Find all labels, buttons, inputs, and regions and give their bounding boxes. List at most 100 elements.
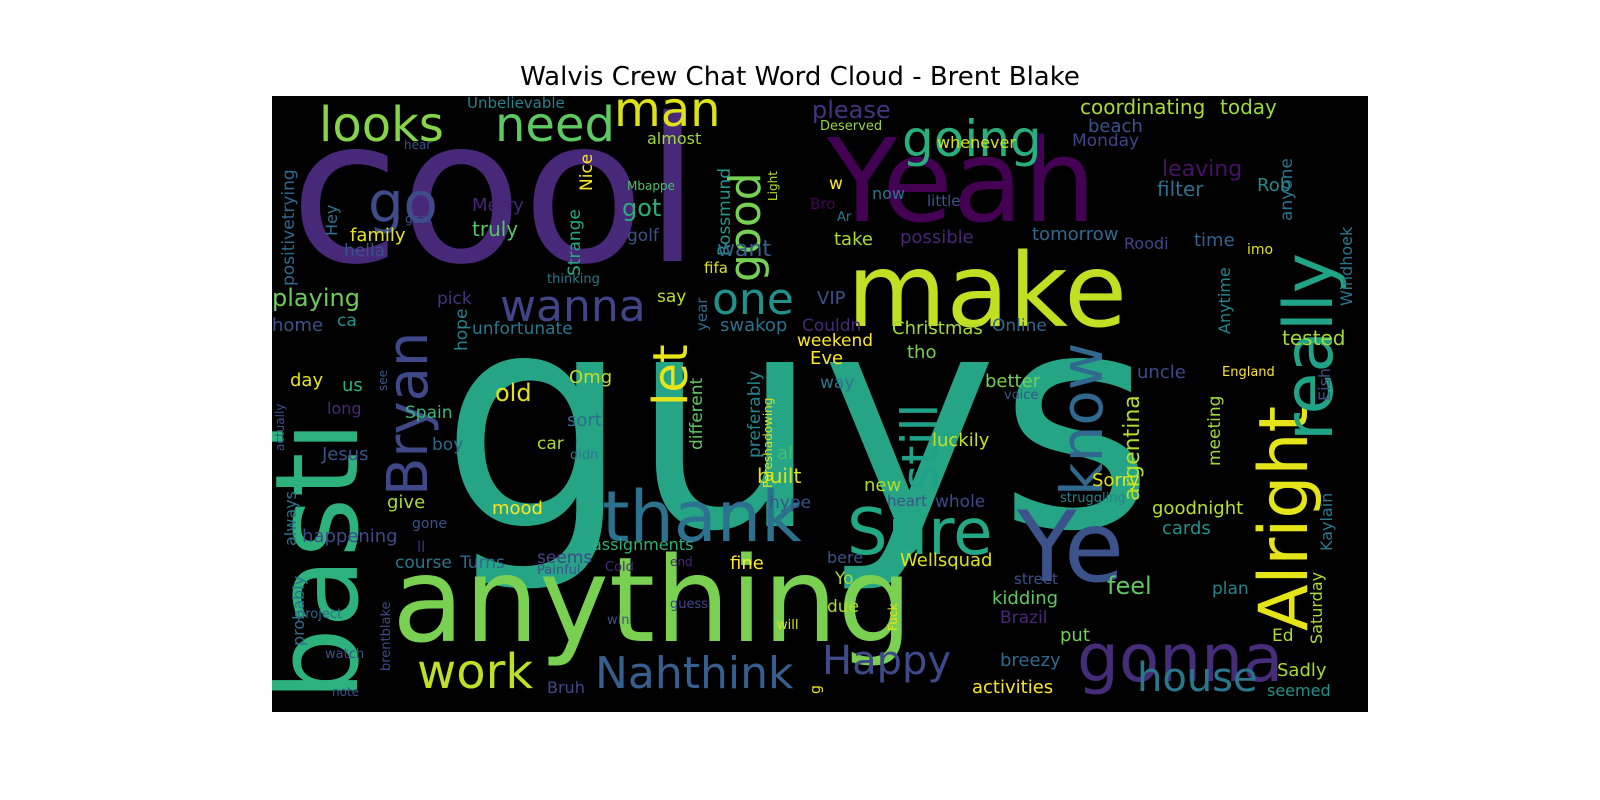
- cloud-word-unbelievable: Unbelievable: [467, 96, 565, 112]
- cloud-word-hella: hella: [344, 241, 385, 261]
- cloud-word-please: please: [812, 96, 891, 124]
- cloud-word-built: built: [757, 464, 801, 488]
- cloud-word-kidding: kidding: [992, 588, 1058, 609]
- cloud-word-fine: fine: [730, 553, 764, 574]
- cloud-word-actually: actually: [273, 404, 287, 451]
- cloud-word-one: one: [712, 274, 794, 325]
- cloud-word-keen: Keen: [1125, 96, 1368, 104]
- cloud-word-win: win: [607, 613, 629, 628]
- cloud-word-plan: plan: [1212, 579, 1249, 599]
- cloud-word-home: home: [272, 315, 323, 336]
- cloud-word-eve: Eve: [810, 348, 843, 369]
- cloud-word-strange: Strange: [565, 209, 585, 276]
- cloud-word-watch: watch: [325, 647, 364, 662]
- cloud-word-old: old: [495, 379, 532, 407]
- cloud-word-note: note: [332, 685, 359, 699]
- cloud-word-boy: boy: [432, 435, 463, 455]
- cloud-word-house: house: [1137, 655, 1258, 701]
- cloud-word-fifa: fifa: [704, 259, 728, 277]
- cloud-word-sorry: Sorry: [1092, 470, 1140, 491]
- cloud-word-swakop: swakop: [720, 315, 787, 336]
- cloud-word-work: work: [417, 644, 533, 700]
- cloud-word-goat: goat: [405, 212, 432, 226]
- cloud-word-need: need: [495, 97, 615, 153]
- cloud-word-will: will: [777, 618, 798, 633]
- cloud-word-tho: tho: [907, 342, 936, 363]
- cloud-word-better: better: [985, 371, 1041, 392]
- cloud-word-want: want: [717, 237, 771, 262]
- cloud-word-gone: gone: [412, 516, 447, 532]
- cloud-word-jesus: Jesus: [321, 444, 369, 465]
- cloud-word-g: g: [808, 685, 824, 694]
- cloud-word-yo: Yo: [834, 569, 854, 589]
- cloud-word-brentblake: brentblake: [379, 601, 394, 671]
- cloud-word-today: today: [1220, 96, 1277, 119]
- cloud-word-nice: Nice: [577, 154, 597, 191]
- cloud-word-happening: happening: [302, 526, 398, 547]
- cloud-word-mbappe: Mbappe: [627, 179, 675, 193]
- cloud-word-wanna: wanna: [500, 281, 646, 332]
- cloud-word-mood: mood: [492, 498, 543, 519]
- cloud-word-rossmund: Rossmund: [715, 168, 735, 256]
- cloud-word-brazil: Brazil: [1000, 608, 1047, 628]
- cloud-word-light: Light: [766, 171, 780, 201]
- cloud-word-bro: Bro: [810, 195, 835, 213]
- cloud-word-day: day: [290, 370, 323, 391]
- cloud-word-christmas: Christmas: [892, 318, 983, 339]
- cloud-word-say: say: [657, 287, 686, 307]
- cloud-word-foreshadowing: Foreshadowing: [761, 398, 775, 488]
- cloud-word-always: always: [281, 491, 300, 546]
- cloud-word-beach: beach: [1088, 116, 1143, 137]
- cloud-word-us: us: [342, 375, 363, 396]
- cloud-word-different: different: [687, 377, 707, 450]
- cloud-word-positivetrying: positivetrying: [279, 169, 299, 286]
- cloud-word-time: time: [1194, 230, 1235, 251]
- cloud-word-whenever: whenever: [937, 133, 1016, 152]
- cloud-word-uncle: uncle: [1137, 362, 1186, 383]
- cloud-word-hype: hype: [769, 493, 811, 513]
- cloud-word-online: Online: [992, 316, 1047, 336]
- cloud-word-ar: Ar: [837, 210, 852, 225]
- cloud-word-gonna: gonna: [1077, 620, 1283, 697]
- cloud-word-project: project: [297, 607, 342, 622]
- cloud-word-meeting: meeting: [1205, 396, 1225, 466]
- cloud-word-playing: playing: [272, 284, 360, 312]
- cloud-word-let: let: [643, 344, 699, 406]
- cloud-word-painful: Painful: [537, 563, 581, 578]
- cloud-word-anyone: anyone: [1277, 158, 1297, 221]
- cloud-word-roodi: Roodi: [1124, 234, 1169, 253]
- cloud-word-street: street: [1014, 570, 1058, 588]
- cloud-word-ca: ca: [337, 311, 357, 331]
- cloud-word-fuck: Fuck: [886, 604, 900, 631]
- cloud-word-bruh: Bruh: [547, 678, 585, 697]
- cloud-word-unfortunate: unfortunate: [472, 319, 573, 339]
- cloud-word-ed: Ed: [1272, 626, 1294, 646]
- cloud-word-tomorrow: tomorrow: [1032, 224, 1118, 245]
- cloud-word-little: little: [927, 192, 961, 210]
- cloud-word-see: see: [376, 370, 390, 391]
- cloud-word-going: going: [902, 110, 1042, 168]
- cloud-word-guess: guess: [670, 597, 708, 612]
- cloud-word-struggling: struggling: [1060, 491, 1126, 506]
- cloud-word-year: year: [693, 297, 711, 331]
- cloud-word-omg: Omg: [569, 367, 612, 388]
- cloud-word-make: make: [847, 232, 1127, 351]
- cloud-word-seemed: seemed: [1267, 681, 1331, 700]
- cloud-word-car: car: [537, 434, 564, 454]
- cloud-word-luckily: luckily: [932, 430, 990, 451]
- cloud-word-monday: Monday: [1072, 131, 1139, 151]
- cloud-word-filter: filter: [1157, 177, 1204, 201]
- cloud-word-way: way: [820, 373, 854, 393]
- cloud-word-probably: probably: [289, 576, 308, 646]
- cloud-word-voice: voice: [1004, 388, 1038, 403]
- cloud-word-long: long: [327, 399, 362, 418]
- cloud-word-vip: VIP: [817, 288, 846, 309]
- cloud-word-looks: looks: [319, 97, 444, 153]
- cloud-word-kaylain: Kaylain: [1317, 493, 1336, 551]
- cloud-word-truly: truly: [472, 217, 518, 241]
- cloud-word-assignments: assignments: [592, 535, 693, 554]
- cloud-word-man: man: [614, 96, 721, 138]
- cloud-word-put: put: [1060, 625, 1090, 646]
